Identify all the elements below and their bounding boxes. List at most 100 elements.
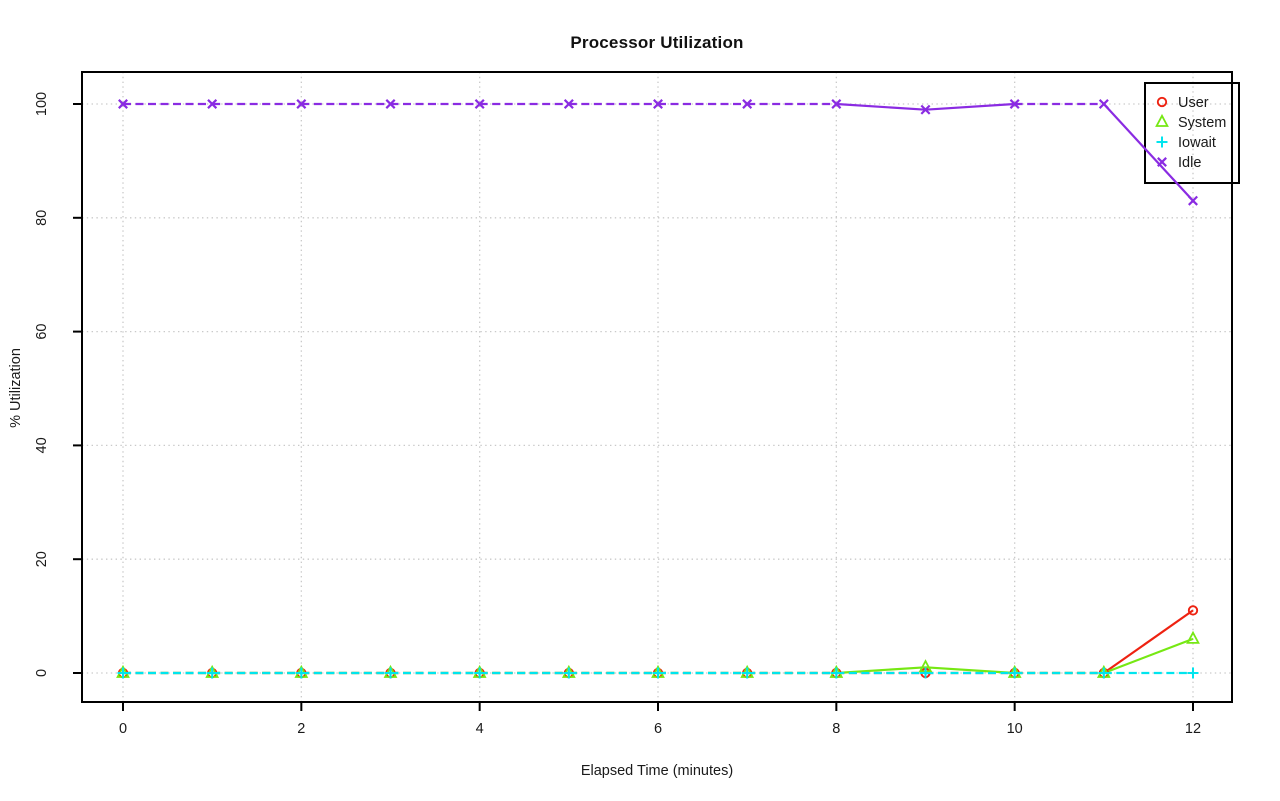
series-segment [1103, 103, 1194, 202]
x-glyph [296, 99, 307, 109]
legend-item-idle: Idle [1157, 155, 1201, 171]
y-tick-label: 80 [34, 210, 50, 226]
legend: User System Iowait Idle [1144, 82, 1240, 184]
x-marker [207, 99, 218, 109]
x-glyph [474, 99, 485, 109]
circle-glyph [1156, 96, 1168, 108]
plus-marker [1009, 667, 1021, 679]
triangle-glyph [1186, 630, 1200, 644]
legend-plus-icon [1156, 136, 1168, 148]
legend-label: System [1178, 115, 1226, 131]
legend-circle-icon [1156, 96, 1168, 108]
chart-title: Processor Utilization [570, 33, 744, 52]
legend-label: User [1178, 95, 1209, 111]
x-marker [1188, 195, 1198, 206]
plus-glyph [295, 667, 307, 679]
x-tick-label: 8 [832, 721, 840, 737]
triangle-glyph [1155, 113, 1169, 127]
plus-marker [1187, 667, 1199, 679]
plus-marker [920, 667, 931, 679]
plus-glyph [1187, 667, 1199, 679]
x-marker [385, 99, 396, 109]
x-tick-label: 4 [476, 721, 484, 737]
plus-glyph [741, 667, 753, 679]
x-tick-label: 6 [654, 721, 662, 737]
x-glyph [118, 99, 128, 109]
x-tick-label: 0 [119, 721, 127, 737]
x-marker [563, 99, 574, 109]
y-tick-label: 60 [34, 324, 50, 340]
x-axis-title: Elapsed Time (minutes) [580, 763, 734, 779]
x-glyph [1188, 195, 1198, 206]
x-marker [653, 99, 663, 109]
x-glyph [920, 104, 931, 115]
x-glyph [653, 99, 663, 109]
x-marker [118, 99, 128, 109]
plus-marker [385, 667, 396, 679]
plus-glyph [920, 667, 931, 679]
plus-glyph [830, 667, 842, 679]
x-tick-label: 10 [1007, 721, 1023, 737]
y-tick-label: 40 [34, 437, 50, 453]
x-marker [1009, 99, 1020, 109]
plus-glyph [652, 667, 664, 679]
plot-border [81, 71, 1233, 703]
x-glyph [385, 99, 396, 109]
plus-glyph [206, 667, 218, 679]
x-glyph [1009, 99, 1020, 109]
x-marker [920, 104, 931, 115]
plus-marker [563, 667, 575, 679]
x-glyph [563, 99, 574, 109]
y-tick-label: 20 [34, 551, 50, 567]
series-markers-iowait [117, 667, 1199, 679]
x-marker [831, 99, 842, 109]
plus-glyph [1156, 136, 1168, 148]
plus-marker [741, 667, 753, 679]
legend-item-system: System [1155, 113, 1226, 131]
x-marker [742, 99, 753, 109]
plus-glyph [1098, 667, 1110, 679]
legend-triangle-icon [1155, 113, 1169, 127]
plus-marker [206, 667, 218, 679]
grid [82, 72, 1232, 702]
x-glyph [742, 99, 753, 109]
plus-glyph [385, 667, 396, 679]
y-tick-label: 100 [34, 92, 50, 116]
series-segment [836, 102, 926, 111]
series-segment [1103, 609, 1194, 674]
series-markers-idle [118, 99, 1198, 206]
legend-label: Iowait [1178, 135, 1216, 151]
x-tick-label: 2 [297, 721, 305, 737]
series-segment [1103, 637, 1194, 675]
x-tick-label: 12 [1185, 721, 1201, 737]
x-marker [296, 99, 307, 109]
plus-marker [652, 667, 664, 679]
plus-glyph [563, 667, 575, 679]
plus-marker [474, 667, 486, 679]
circle-glyph [1187, 605, 1199, 616]
plus-glyph [117, 667, 129, 679]
y-tick-label: 0 [34, 669, 50, 677]
plus-marker [830, 667, 842, 679]
plus-glyph [1009, 667, 1021, 679]
x-marker [1098, 99, 1109, 109]
x-glyph [1098, 99, 1109, 109]
legend-label: Idle [1178, 155, 1201, 171]
legend-item-iowait: Iowait [1156, 135, 1216, 151]
plus-glyph [474, 667, 486, 679]
legend-item-user: User [1156, 95, 1209, 111]
x-glyph [831, 99, 842, 109]
series-segment [925, 102, 1015, 111]
circle-marker [1187, 605, 1199, 616]
tick-labels: 0 2 4 6 8 10 12 0 20 40 60 80 100 [34, 92, 1201, 737]
x-glyph [207, 99, 218, 109]
legend-box [1144, 82, 1240, 184]
series-line-idle [123, 102, 1194, 202]
plus-marker [1098, 667, 1110, 679]
triangle-marker [1186, 630, 1200, 644]
axis-ticks [73, 103, 1194, 711]
series-segment [925, 666, 1015, 675]
x-marker [474, 99, 485, 109]
plus-marker [295, 667, 307, 679]
